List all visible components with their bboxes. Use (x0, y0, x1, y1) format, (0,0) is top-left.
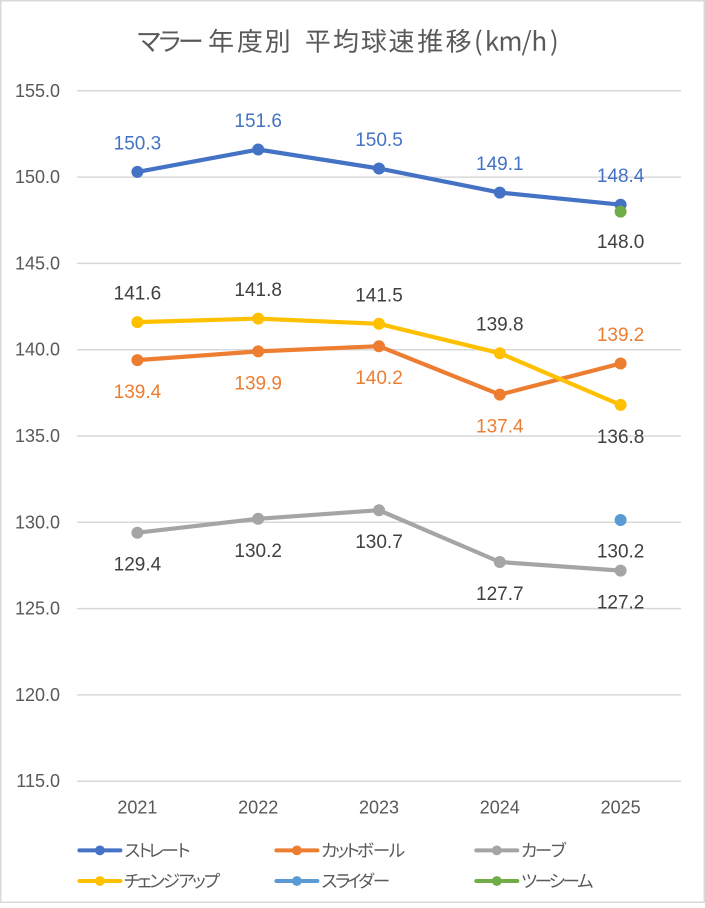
svg-text:141.5: 141.5 (355, 285, 403, 306)
svg-text:137.4: 137.4 (476, 417, 524, 438)
svg-text:139.9: 139.9 (234, 373, 282, 394)
svg-text:141.8: 141.8 (234, 280, 282, 301)
svg-text:151.6: 151.6 (234, 111, 282, 132)
svg-text:115.0: 115.0 (16, 771, 60, 791)
svg-text:148.4: 148.4 (597, 166, 645, 187)
svg-text:2024: 2024 (480, 798, 520, 818)
svg-text:127.2: 127.2 (597, 593, 645, 614)
svg-text:127.7: 127.7 (476, 584, 524, 605)
svg-text:139.2: 139.2 (597, 325, 645, 346)
svg-text:2021: 2021 (117, 798, 157, 818)
svg-text:2023: 2023 (359, 798, 399, 818)
svg-text:155.0: 155.0 (15, 81, 60, 101)
svg-text:125.0: 125.0 (15, 599, 60, 619)
svg-text:130.2: 130.2 (597, 542, 645, 563)
svg-text:139.8: 139.8 (476, 315, 524, 336)
svg-text:145.0: 145.0 (15, 253, 60, 273)
svg-text:148.0: 148.0 (597, 232, 645, 253)
svg-text:129.4: 129.4 (114, 555, 162, 576)
svg-text:140.0: 140.0 (15, 340, 60, 360)
svg-text:139.4: 139.4 (114, 382, 162, 403)
svg-text:2025: 2025 (601, 798, 641, 818)
svg-text:141.6: 141.6 (114, 284, 162, 305)
svg-text:150.0: 150.0 (15, 167, 60, 187)
svg-text:2022: 2022 (238, 798, 278, 818)
svg-text:150.5: 150.5 (355, 130, 403, 151)
svg-text:136.8: 136.8 (597, 427, 645, 448)
svg-text:135.0: 135.0 (15, 426, 60, 446)
svg-text:149.1: 149.1 (476, 154, 524, 175)
svg-text:140.2: 140.2 (355, 368, 403, 389)
svg-text:130.0: 130.0 (15, 512, 60, 532)
svg-text:130.2: 130.2 (234, 541, 282, 562)
svg-text:130.7: 130.7 (355, 532, 403, 553)
svg-text:120.0: 120.0 (15, 685, 60, 705)
svg-text:150.3: 150.3 (114, 133, 162, 154)
